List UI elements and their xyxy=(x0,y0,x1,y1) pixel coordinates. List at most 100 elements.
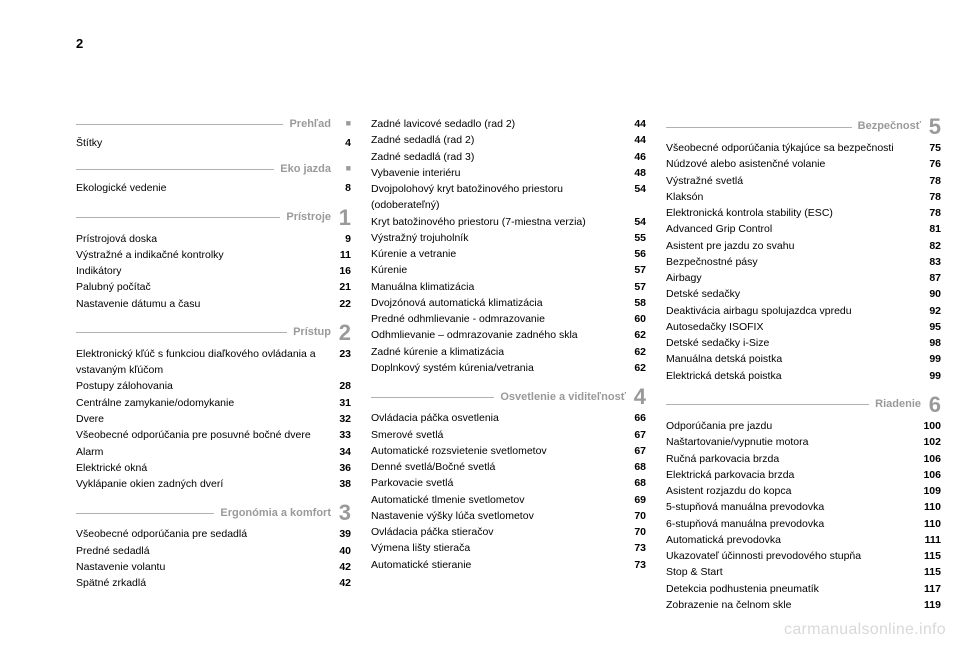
toc-entry: Alarm34 xyxy=(76,444,351,460)
toc-entry-page: 102 xyxy=(923,434,941,450)
toc-entry-page: 68 xyxy=(634,459,646,475)
toc-entry: Doplnkový systém kúrenia/vetrania62 xyxy=(371,360,646,376)
toc-entry-label: Ukazovateľ účinnosti prevodového stupňa xyxy=(666,548,924,564)
toc-entry-label: Denné svetlá/Bočné svetlá xyxy=(371,459,634,475)
toc-entry-label: Zadné lavicové sedadlo (rad 2) xyxy=(371,116,634,132)
toc-entry-page: 62 xyxy=(634,344,646,360)
toc-entry-label: Klaksón xyxy=(666,189,929,205)
toc-entry-label: Kúrenie a vetranie xyxy=(371,246,634,262)
toc-entry: Asistent rozjazdu do kopca109 xyxy=(666,483,941,499)
toc-entry-page: 100 xyxy=(923,418,941,434)
toc-entry: 5-stupňová manuálna prevodovka110 xyxy=(666,499,941,515)
toc-entry: Indikátory16 xyxy=(76,263,351,279)
section-header: Eko jazda■ xyxy=(76,161,351,178)
toc-entry-page: 40 xyxy=(339,543,351,559)
toc-entry: Parkovacie svetlá68 xyxy=(371,475,646,491)
toc-entry: Odhmlievanie – odmrazovanie zadného skla… xyxy=(371,327,646,343)
toc-entry-page: 99 xyxy=(929,368,941,384)
toc-entry-label: Manuálna detská poistka xyxy=(666,351,929,367)
section-header: Ergonómia a komfort3 xyxy=(76,502,351,524)
section-header: Prístup 2 xyxy=(76,322,351,344)
toc-entry-page: 119 xyxy=(924,597,941,613)
section-header: Riadenie6 xyxy=(666,394,941,416)
toc-entry-page: 98 xyxy=(929,335,941,351)
toc-entry-page: 55 xyxy=(634,230,646,246)
toc-entry-label: Výstražné svetlá xyxy=(666,173,929,189)
section-badge: 4 xyxy=(632,386,646,408)
toc-entry-page: 56 xyxy=(634,246,646,262)
toc-entry: Výstražný trojuholník55 xyxy=(371,230,646,246)
toc-entry-page: 44 xyxy=(634,132,646,148)
toc-entry-page: 58 xyxy=(634,295,646,311)
toc-entry-label: Výstražný trojuholník xyxy=(371,230,634,246)
toc-entry: Manuálna klimatizácia57 xyxy=(371,279,646,295)
toc-entry: Elektrická detská poistka99 xyxy=(666,368,941,384)
section-rule xyxy=(76,169,274,170)
toc-entry: Všeobecné odporúčania týkajúce sa bezpeč… xyxy=(666,140,941,156)
toc-entry: Zobrazenie na čelnom skle119 xyxy=(666,597,941,613)
toc-column-2: Zadné lavicové sedadlo (rad 2)44Zadné se… xyxy=(371,116,646,613)
toc-entry: Prístrojová doska9 xyxy=(76,231,351,247)
toc-entry-label: Ovládacia páčka osvetlenia xyxy=(371,410,634,426)
toc-entry: Deaktivácia airbagu spolujazdca vpredu92 xyxy=(666,303,941,319)
section-header: Bezpečnosť5 xyxy=(666,116,941,138)
toc-entry-page: 87 xyxy=(929,270,941,286)
section-title: Osvetlenie a viditeľnosť xyxy=(500,389,626,406)
toc-entry: Klaksón78 xyxy=(666,189,941,205)
toc-entry-label: Autosedačky ISOFIX xyxy=(666,319,929,335)
toc-entry-page: 111 xyxy=(925,532,941,548)
toc-entry-label: Centrálne zamykanie/odomykanie xyxy=(76,395,339,411)
section-title: Prehľad xyxy=(289,116,331,133)
toc-entry-label: Automatické tlmenie svetlometov xyxy=(371,492,634,508)
section-badge: 2 xyxy=(337,322,351,344)
toc-entry: Manuálna detská poistka99 xyxy=(666,351,941,367)
toc-entry-page: 57 xyxy=(634,279,646,295)
toc-entry-page: 46 xyxy=(634,149,646,165)
toc-entry-label: Asistent rozjazdu do kopca xyxy=(666,483,923,499)
toc-entry-page: 70 xyxy=(634,508,646,524)
toc-entry: Automatické stieranie73 xyxy=(371,557,646,573)
section-badge: ■ xyxy=(337,164,351,173)
toc-entry-page: 115 xyxy=(924,564,941,580)
toc-entry-page: 48 xyxy=(634,165,646,181)
page-number: 2 xyxy=(76,36,83,51)
toc-entry-page: 115 xyxy=(924,548,941,564)
section-title: Ergonómia a komfort xyxy=(220,505,331,522)
toc-entry-page: 28 xyxy=(339,378,351,394)
toc-entry-label: Spätné zrkadlá xyxy=(76,575,339,591)
toc-entry-label: Dvojzónová automatická klimatizácia xyxy=(371,295,634,311)
toc-entry: Ovládacia páčka osvetlenia66 xyxy=(371,410,646,426)
toc-entry-label: Alarm xyxy=(76,444,339,460)
toc-entry-label: Elektronická kontrola stability (ESC) xyxy=(666,205,929,221)
toc-entry: Elektronický kľúč s funkciou diaľkového … xyxy=(76,346,351,379)
toc-entry-page: 95 xyxy=(929,319,941,335)
section-title: Prístroje xyxy=(286,209,331,226)
toc-entry-label: Všeobecné odporúčania pre sedadlá xyxy=(76,526,339,542)
section-rule xyxy=(76,217,280,218)
toc-entry-page: 73 xyxy=(634,540,646,556)
toc-entry: Elektronická kontrola stability (ESC)78 xyxy=(666,205,941,221)
toc-entry: Predné sedadlá40 xyxy=(76,543,351,559)
toc-entry: Smerové svetlá67 xyxy=(371,427,646,443)
toc-entry-label: Všeobecné odporúčania pre posuvné bočné … xyxy=(76,427,339,443)
toc-entry-page: 106 xyxy=(923,451,941,467)
toc-entry: Dvojpolohový kryt batožinového priestoru… xyxy=(371,181,646,214)
section-header: Prístroje 1 xyxy=(76,207,351,229)
section-title: Prístup xyxy=(293,324,331,341)
toc-entry: Elektrická parkovacia brzda106 xyxy=(666,467,941,483)
toc-entry: Dvere32 xyxy=(76,411,351,427)
toc-entry-label: Naštartovanie/vypnutie motora xyxy=(666,434,923,450)
section-badge: 1 xyxy=(337,207,351,229)
toc-entry: Naštartovanie/vypnutie motora102 xyxy=(666,434,941,450)
toc-entry-page: 33 xyxy=(339,427,351,443)
section-badge: 6 xyxy=(927,394,941,416)
toc-entry: Stop & Start115 xyxy=(666,564,941,580)
toc-entry-label: Asistent pre jazdu zo svahu xyxy=(666,238,929,254)
toc-entry: Palubný počítač21 xyxy=(76,279,351,295)
section-rule xyxy=(371,397,494,398)
toc-entry-label: Odhmlievanie – odmrazovanie zadného skla xyxy=(371,327,634,343)
toc-entry-page: 44 xyxy=(634,116,646,132)
toc-entry-page: 67 xyxy=(634,427,646,443)
toc-entry-label: Prístrojová doska xyxy=(76,231,345,247)
toc-entry: Elektrické okná36 xyxy=(76,460,351,476)
